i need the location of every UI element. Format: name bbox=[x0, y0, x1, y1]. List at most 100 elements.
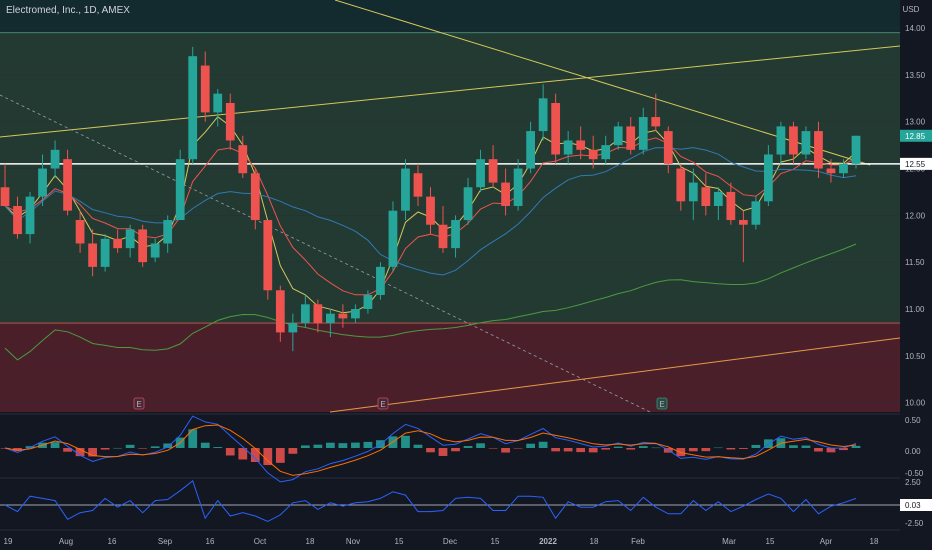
macd-histogram-bar[interactable] bbox=[438, 448, 448, 456]
macd-histogram-bar[interactable] bbox=[826, 448, 836, 453]
macd-histogram-bar[interactable] bbox=[313, 444, 323, 448]
oscillator-panel[interactable] bbox=[0, 479, 932, 531]
macd-histogram-bar[interactable] bbox=[701, 448, 711, 452]
macd-histogram-bar[interactable] bbox=[238, 448, 248, 460]
macd-panel[interactable] bbox=[0, 413, 932, 483]
candle-body[interactable] bbox=[13, 206, 22, 235]
macd-histogram-bar[interactable] bbox=[200, 442, 210, 448]
candle-body[interactable] bbox=[488, 159, 498, 183]
macd-histogram-bar[interactable] bbox=[601, 448, 611, 450]
time-axis[interactable]: 19 Aug 16 Sep 16 Oct 18 Nov 15 Dec 15 2022 18 Feb Mar 1… bbox=[4, 537, 879, 546]
macd-histogram-bar[interactable] bbox=[638, 446, 648, 448]
macd-histogram-bar[interactable] bbox=[576, 448, 586, 453]
candle-body[interactable] bbox=[163, 220, 173, 244]
candle-body[interactable] bbox=[150, 243, 160, 258]
earnings-badge[interactable] bbox=[133, 397, 145, 410]
macd-histogram-bar[interactable] bbox=[651, 447, 661, 449]
macd-histogram-bar[interactable] bbox=[338, 443, 348, 448]
macd-histogram-bar[interactable] bbox=[88, 448, 97, 457]
candle-body[interactable] bbox=[50, 149, 60, 169]
macd-histogram-bar[interactable] bbox=[225, 448, 235, 456]
earnings-marker[interactable]: E bbox=[656, 397, 668, 410]
macd-histogram-bar[interactable] bbox=[451, 448, 460, 452]
macd-histogram-bar[interactable] bbox=[288, 448, 298, 454]
candle-body[interactable] bbox=[726, 191, 736, 221]
candle-body[interactable] bbox=[313, 304, 323, 324]
symbol-title[interactable]: Electromed, Inc., 1D, AMEX bbox=[6, 5, 130, 16]
candle-body[interactable] bbox=[814, 131, 823, 169]
macd-histogram-bar[interactable] bbox=[263, 448, 273, 466]
candle-body[interactable] bbox=[501, 182, 510, 206]
candle-body[interactable] bbox=[438, 224, 448, 249]
candle-body[interactable] bbox=[200, 65, 210, 113]
candle-body[interactable] bbox=[376, 266, 385, 295]
candle-body[interactable] bbox=[663, 131, 673, 164]
macd-histogram-bar[interactable] bbox=[513, 448, 523, 449]
candle-body[interactable] bbox=[401, 168, 410, 211]
macd-histogram-bar[interactable] bbox=[563, 448, 573, 452]
candle-body[interactable] bbox=[789, 126, 798, 155]
candle-body[interactable] bbox=[601, 145, 611, 160]
candle-body[interactable] bbox=[826, 168, 836, 174]
macd-histogram-bar[interactable] bbox=[163, 443, 173, 448]
candle-body[interactable] bbox=[513, 168, 523, 206]
candle-body[interactable] bbox=[463, 187, 473, 221]
candle-body[interactable] bbox=[338, 313, 348, 319]
candle-body[interactable] bbox=[538, 98, 548, 132]
candle-body[interactable] bbox=[63, 159, 72, 211]
macd-histogram-bar[interactable] bbox=[300, 445, 310, 448]
candle-body[interactable] bbox=[288, 323, 298, 333]
candle-body[interactable] bbox=[751, 201, 761, 225]
macd-histogram-bar[interactable] bbox=[488, 448, 498, 449]
candle-body[interactable] bbox=[526, 131, 535, 169]
macd-histogram-bar[interactable] bbox=[275, 448, 285, 463]
candle-body[interactable] bbox=[839, 163, 848, 174]
macd-histogram-bar[interactable] bbox=[551, 448, 561, 452]
macd-histogram-bar[interactable] bbox=[326, 442, 335, 448]
candle-body[interactable] bbox=[764, 154, 773, 202]
macd-histogram-bar[interactable] bbox=[688, 448, 698, 452]
candle-body[interactable] bbox=[138, 229, 148, 263]
candle-body[interactable] bbox=[551, 103, 561, 155]
macd-histogram-bar[interactable] bbox=[426, 448, 435, 453]
candle-body[interactable] bbox=[613, 126, 623, 146]
candle-body[interactable] bbox=[238, 145, 248, 174]
candle-body[interactable] bbox=[851, 135, 861, 164]
candle-body[interactable] bbox=[213, 93, 223, 113]
candle-body[interactable] bbox=[225, 103, 235, 141]
candle-body[interactable] bbox=[651, 117, 661, 127]
candle-body[interactable] bbox=[426, 196, 435, 225]
candle-body[interactable] bbox=[0, 187, 10, 206]
candle-body[interactable] bbox=[701, 187, 711, 206]
candle-body[interactable] bbox=[638, 117, 648, 150]
macd-histogram-bar[interactable] bbox=[476, 443, 485, 448]
macd-histogram-bar[interactable] bbox=[801, 445, 811, 448]
macd-histogram-bar[interactable] bbox=[125, 444, 135, 448]
macd-histogram-bar[interactable] bbox=[188, 429, 198, 448]
macd-histogram-bar[interactable] bbox=[50, 442, 60, 448]
macd-histogram-bar[interactable] bbox=[839, 448, 848, 451]
macd-histogram-bar[interactable] bbox=[213, 447, 223, 448]
candle-body[interactable] bbox=[413, 173, 423, 197]
earnings-badge[interactable] bbox=[377, 397, 389, 410]
candle-body[interactable] bbox=[25, 196, 35, 235]
earnings-marker[interactable]: E bbox=[133, 397, 145, 410]
candle-body[interactable] bbox=[451, 220, 460, 249]
macd-histogram-bar[interactable] bbox=[150, 446, 160, 448]
candle-body[interactable] bbox=[713, 191, 723, 206]
macd-histogram-bar[interactable] bbox=[250, 448, 260, 463]
candle-body[interactable] bbox=[676, 168, 686, 202]
candle-body[interactable] bbox=[263, 220, 273, 291]
candles[interactable] bbox=[0, 46, 861, 352]
candle-body[interactable] bbox=[563, 140, 573, 155]
macd-histogram-bar[interactable] bbox=[401, 435, 410, 448]
macd-histogram-bar[interactable] bbox=[713, 447, 723, 449]
macd-histogram-bar[interactable] bbox=[538, 441, 548, 448]
candle-body[interactable] bbox=[476, 159, 485, 188]
macd-histogram-bar[interactable] bbox=[138, 448, 148, 449]
candle-body[interactable] bbox=[88, 243, 97, 267]
macd-histogram-bar[interactable] bbox=[726, 448, 736, 450]
candle-body[interactable] bbox=[125, 229, 135, 249]
candle-body[interactable] bbox=[326, 313, 335, 324]
